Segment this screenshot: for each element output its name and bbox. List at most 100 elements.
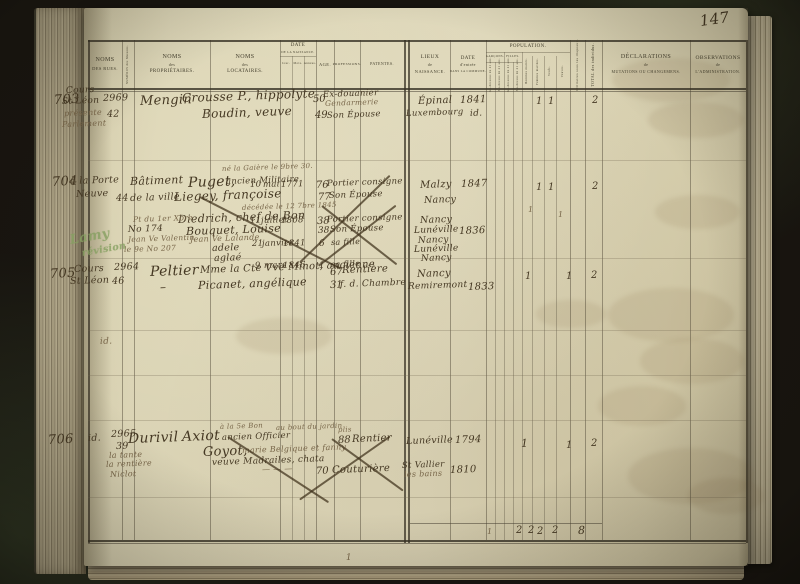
- table-rule-horizontal: [88, 258, 746, 259]
- handwritten-entry: Durivil: [127, 429, 179, 447]
- header-label: DANS LA COMMUNE.: [449, 68, 487, 73]
- table-rule-vertical: [513, 62, 514, 540]
- handwritten-entry: à la Porte: [69, 174, 120, 187]
- table-rule-horizontal: [88, 543, 746, 544]
- table-rule-vertical: [486, 40, 487, 540]
- handwritten-entry: Picanet, angélique: [197, 275, 308, 292]
- table-rule-vertical: [495, 62, 496, 540]
- table-rule-horizontal: [88, 497, 746, 498]
- handwritten-entry: 1: [527, 204, 534, 214]
- header-label: DES RUES.: [92, 66, 118, 72]
- header-label: PATENTES.: [370, 61, 394, 67]
- handwritten-entry: 2: [527, 524, 535, 536]
- header-label: AGE.: [319, 61, 331, 67]
- handwritten-entry: Rentière: [341, 263, 389, 276]
- column-header-mois: Mois.: [292, 60, 304, 88]
- handwritten-entry: 2: [590, 437, 598, 449]
- table-rule-horizontal: [88, 330, 746, 331]
- handwritten-entry: Son Épouse: [326, 109, 381, 121]
- table-rule-horizontal: [88, 420, 746, 421]
- handwritten-entry: St Léon: [69, 274, 110, 287]
- handwritten-entry: Malzy: [419, 178, 452, 191]
- table-rule-vertical: [570, 40, 571, 540]
- table-rule-vertical: [544, 56, 545, 540]
- table-rule-vertical: [450, 40, 451, 540]
- handwritten-entry: Jean Ve Valentin: [127, 232, 195, 244]
- header-label: NOMS: [95, 57, 115, 64]
- header-label: NOMS: [235, 53, 255, 60]
- handwritten-entry: 2964: [113, 261, 140, 273]
- table-rule-vertical: [522, 52, 523, 540]
- handwritten-entry: Boudin, veuve: [201, 103, 293, 121]
- handwritten-entry: 2969: [102, 92, 129, 104]
- header-label: DATE: [460, 55, 476, 61]
- handwritten-entry: id.: [99, 336, 113, 347]
- table-rule-vertical: [556, 56, 557, 540]
- handwritten-entry: 1: [486, 526, 493, 536]
- book-page-edges-right: [748, 16, 772, 564]
- header-label: FILLES.: [506, 54, 520, 59]
- header-label: LIEUX: [420, 54, 440, 61]
- handwritten-entry: Portier consigne: [326, 176, 403, 189]
- bleed-through-smudge: [640, 338, 744, 384]
- handwritten-entry: Nancy: [416, 267, 452, 280]
- column-header-filles: FILLES.: [504, 52, 522, 62]
- handwritten-entry: aglaé: [213, 252, 242, 264]
- handwritten-entry: le 9e No 207: [123, 243, 177, 254]
- table-rule-vertical: [134, 40, 135, 540]
- header-label: de: [643, 62, 649, 68]
- handwritten-entry: Liegey, françoise: [173, 186, 282, 204]
- handwritten-entry: Axiot: [181, 427, 221, 445]
- table-rule-vertical: [292, 56, 293, 540]
- handwritten-entry: Cours: [65, 85, 95, 96]
- row-number-706: 706: [47, 431, 75, 448]
- handwritten-entry: Neuve: [75, 187, 109, 200]
- handwritten-entry: la rentière: [105, 458, 153, 469]
- handwritten-entry: de la ville: [129, 191, 181, 204]
- handwritten-entry: 1810: [449, 464, 477, 476]
- header-label: de: [715, 62, 721, 68]
- header-label: GARÇONS.: [485, 54, 505, 59]
- table-rule-horizontal: [88, 88, 746, 90]
- table-rule-vertical: [88, 40, 90, 543]
- column-header-locataires: NOMS des LOCATAIRES.: [210, 41, 280, 88]
- handwritten-entry: 1771: [280, 179, 304, 190]
- column-header-proprietaires: NOMS des PROPRIÉTAIRES.: [134, 41, 210, 88]
- handwritten-entry: 1: [547, 181, 555, 193]
- bleed-through-smudge: [628, 448, 754, 504]
- header-label: L'ADMINISTRATION.: [695, 68, 741, 74]
- handwritten-entry: 2: [551, 524, 559, 536]
- handwritten-entry: 1: [565, 439, 573, 451]
- handwritten-entry: plis: [337, 425, 352, 434]
- handwritten-entry: 1: [557, 209, 564, 219]
- handwritten-entry: 1: [547, 95, 555, 107]
- table-rule-horizontal: [280, 56, 316, 57]
- header-label: NAISSANCE.: [414, 69, 446, 75]
- table-rule-vertical: [122, 40, 123, 540]
- table-rule-vertical: [602, 40, 603, 540]
- handwritten-entry: 1833: [467, 281, 495, 293]
- bleed-through-smudge: [608, 288, 734, 342]
- handwritten-entry: Parlement: [61, 118, 107, 129]
- header-label: DATE: [290, 43, 306, 49]
- table-rule-vertical: [280, 40, 281, 540]
- handwritten-entry: Bâtiment: [129, 173, 184, 188]
- table-rule-vertical: [504, 52, 505, 540]
- column-header-lieux-naissance: LIEUX de NAISSANCE.: [410, 41, 450, 88]
- column-header-professions: PROFESSIONS.: [333, 41, 361, 88]
- handwritten-entry: 70: [315, 465, 329, 477]
- column-header-age: AGE.: [316, 41, 334, 88]
- handwritten-entry: 1847: [460, 178, 488, 190]
- header-label: de: [427, 61, 433, 67]
- header-label: NOMS: [162, 53, 182, 60]
- handwritten-entry: id.: [469, 108, 483, 119]
- handwritten-entry: Lunéville: [405, 434, 454, 447]
- handwritten-entry: 1: [565, 270, 573, 282]
- column-header-date-naissance: DATE DE LA NAISSANCE.: [280, 41, 316, 57]
- handwritten-entry: né la Gaière le 9bre 30.: [221, 161, 314, 173]
- handwritten-entry: 1: [535, 95, 543, 107]
- table-rule-vertical: [210, 40, 211, 540]
- handwritten-entry: à la 5e Bon: [219, 421, 264, 431]
- handwritten-entry: 46: [111, 275, 125, 287]
